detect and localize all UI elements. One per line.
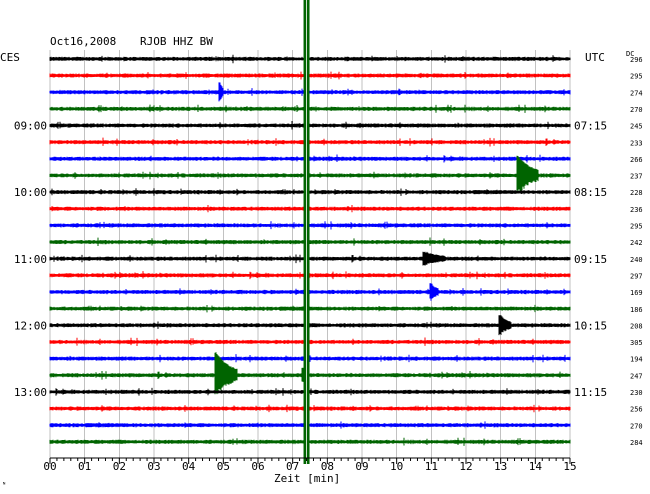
- dc-offset-label: 230: [630, 389, 643, 397]
- trace-0: [49, 54, 571, 64]
- trace-22: [49, 421, 571, 429]
- trace-5: [49, 137, 571, 147]
- x-tick-label: 12: [459, 460, 472, 473]
- corner-mark: ᴺ: [2, 481, 6, 489]
- minute-gridlines: [49, 50, 571, 458]
- right-hour-label: 11:15: [574, 386, 607, 399]
- dc-offset-label: 296: [630, 56, 643, 64]
- x-tick-label: 11: [425, 460, 438, 473]
- trace-21: [49, 404, 571, 413]
- x-tick-label: 13: [494, 460, 507, 473]
- dc-offset-label: 208: [630, 322, 643, 330]
- trace-12: [49, 251, 571, 266]
- left-hour-label: 09:00: [14, 120, 47, 133]
- dc-offset-label: 245: [630, 123, 643, 131]
- dc-offset-label: 270: [630, 106, 643, 114]
- left-hour-label: 13:00: [14, 386, 47, 399]
- dc-offset-label: 242: [630, 239, 643, 247]
- highlight-band: [303, 0, 310, 464]
- left-timezone-label: CES: [0, 51, 20, 64]
- right-hour-label: 09:15: [574, 253, 607, 266]
- x-tick-label: 01: [78, 460, 91, 473]
- trace-11: [49, 237, 571, 246]
- trace-19: [49, 352, 571, 395]
- trace-3: [49, 104, 571, 113]
- dc-offset-label: 240: [630, 256, 643, 264]
- trace-14: [49, 283, 571, 301]
- trace-15: [49, 304, 571, 313]
- x-tick-label: 08: [321, 460, 334, 473]
- dc-offset-label: 186: [630, 306, 643, 314]
- trace-20: [49, 387, 571, 396]
- header-date: Oct16,2008: [50, 35, 116, 48]
- x-tick-label: 09: [355, 460, 368, 473]
- dc-offset-label: 228: [630, 189, 643, 197]
- x-axis-label: Zeit [min]: [274, 472, 340, 485]
- left-hour-label: 11:00: [14, 253, 47, 266]
- trace-8: [49, 188, 571, 196]
- dc-offset-label: 194: [630, 356, 643, 364]
- right-hour-label: 10:15: [574, 319, 607, 332]
- dc-offset-label: 169: [630, 289, 643, 297]
- dc-offset-label: 247: [630, 372, 643, 380]
- trace-1: [49, 71, 571, 80]
- x-tick-label: 06: [251, 460, 264, 473]
- dc-offset-label: 270: [630, 422, 643, 430]
- dc-offset-label: 274: [630, 89, 643, 97]
- trace-2: [49, 82, 571, 102]
- x-tick-label: 02: [113, 460, 126, 473]
- dc-offset-label: 295: [630, 73, 643, 81]
- left-hour-label: 12:00: [14, 319, 47, 332]
- dc-offset-labels: 296 295 274 270 245 233 266 237 228 236 295 242 240 2…: [630, 56, 643, 447]
- header-station: RJOB HHZ BW: [140, 35, 213, 48]
- dc-offset-label: 305: [630, 339, 643, 347]
- dc-offset-label: 297: [630, 272, 643, 280]
- right-hour-label: 07:15: [574, 120, 607, 133]
- trace-18: [49, 354, 571, 363]
- trace-23: [49, 437, 571, 446]
- x-tick-label: 04: [182, 460, 196, 473]
- time-axis: 00 01 02 03 04 05 06 07 08 09 10 11 12 13 14 15: [43, 457, 577, 473]
- right-timezone-label: UTC: [585, 51, 605, 64]
- right-hour-label: 08:15: [574, 186, 607, 199]
- right-hour-labels: 07:15 08:15 09:15 10:15 11:15: [574, 120, 607, 399]
- x-tick-label: 03: [147, 460, 160, 473]
- trace-4: [49, 121, 571, 130]
- dc-offset-label: 266: [630, 156, 643, 164]
- trace-7: [49, 155, 571, 192]
- trace-9: [49, 205, 571, 213]
- trace-16: [49, 315, 571, 336]
- trace-17: [49, 337, 571, 346]
- trace-10: [49, 221, 571, 230]
- dc-offset-label: 236: [630, 206, 643, 214]
- dc-offset-label: 233: [630, 139, 643, 147]
- left-hour-label: 10:00: [14, 186, 47, 199]
- dc-offset-label: 295: [630, 223, 643, 231]
- x-tick-label: 05: [217, 460, 230, 473]
- x-tick-label: 10: [390, 460, 403, 473]
- dc-offset-label: 284: [630, 439, 643, 447]
- trace-13: [49, 271, 571, 280]
- x-tick-label: 14: [529, 460, 543, 473]
- x-tick-label: 15: [563, 460, 576, 473]
- x-tick-label: 00: [43, 460, 56, 473]
- left-hour-labels: 09:00 10:00 11:00 12:00 13:00: [14, 120, 47, 399]
- dc-offset-label: 256: [630, 406, 643, 414]
- x-tick-label: 07: [286, 460, 299, 473]
- dc-offset-label: 237: [630, 173, 643, 181]
- seismic-traces: [49, 54, 571, 446]
- trace-6: [49, 154, 571, 163]
- dc-header-label: DC: [626, 50, 634, 58]
